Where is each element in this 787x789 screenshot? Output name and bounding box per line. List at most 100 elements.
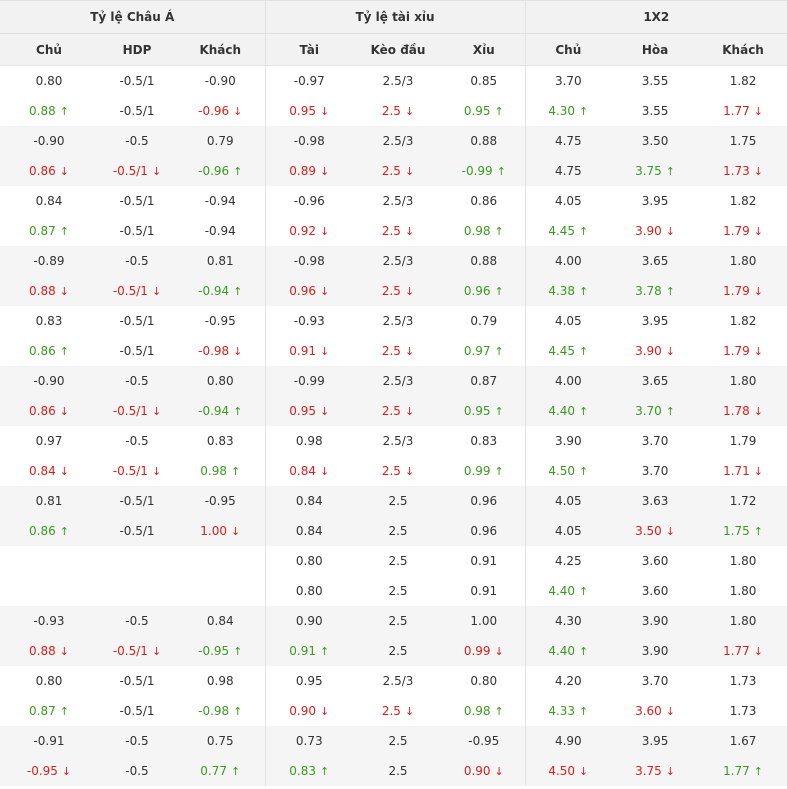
odds-cell: 3.90 ↓ bbox=[611, 336, 699, 366]
arrow-down-icon: ↓ bbox=[404, 405, 415, 418]
odds-value: 2.5 bbox=[388, 584, 408, 598]
odds-cell: 0.95 ↑ bbox=[443, 96, 526, 126]
odds-cell: 2.5/3 bbox=[353, 246, 444, 276]
col-hdp: HDP bbox=[98, 33, 176, 66]
odds-value: 0.84 bbox=[206, 614, 234, 628]
odds-value: 0.96 bbox=[470, 494, 498, 508]
odds-value: 3.65 bbox=[641, 374, 669, 388]
odds-cell: 0.85 bbox=[443, 65, 526, 96]
odds-value: 0.95 bbox=[295, 674, 323, 688]
odds-row-current: 0.80 2.5 0.91 4.40 ↑ 3.60 1.80 bbox=[0, 576, 787, 606]
odds-value: 4.40 bbox=[548, 404, 576, 418]
arrow-down-icon: ↓ bbox=[231, 525, 241, 538]
odds-cell: 0.98 bbox=[176, 666, 266, 696]
arrow-up-icon: ↑ bbox=[579, 345, 589, 358]
arrow-down-icon: ↓ bbox=[579, 765, 589, 778]
odds-cell bbox=[98, 546, 176, 576]
odds-value: 1.77 bbox=[723, 644, 750, 658]
odds-cell: 3.60 ↓ bbox=[611, 696, 699, 726]
odds-value: 1.80 bbox=[729, 374, 757, 388]
odds-value: -0.99 bbox=[293, 374, 325, 388]
odds-value: -0.5/1 bbox=[119, 194, 155, 208]
arrow-up-icon: ↑ bbox=[320, 765, 330, 778]
odds-cell: 4.40 ↑ bbox=[525, 396, 612, 426]
arrow-down-icon: ↓ bbox=[753, 105, 764, 118]
odds-value: -0.96 bbox=[198, 164, 230, 178]
arrow-up-icon: ↑ bbox=[233, 165, 243, 178]
arrow-up-icon: ↑ bbox=[59, 105, 69, 118]
arrow-up-icon: ↑ bbox=[231, 465, 241, 478]
arrow-down-icon: ↓ bbox=[665, 225, 676, 238]
odds-value: -0.96 bbox=[293, 194, 325, 208]
odds-cell: 1.67 bbox=[699, 726, 787, 756]
odds-cell: 2.5 bbox=[353, 756, 444, 786]
odds-cell: 1.80 bbox=[699, 576, 787, 606]
odds-cell: 0.84 ↓ bbox=[0, 456, 98, 486]
odds-value: 0.99 bbox=[463, 644, 491, 658]
odds-cell: 3.55 bbox=[611, 96, 699, 126]
odds-value: -0.5/1 bbox=[119, 344, 155, 358]
odds-cell: 0.96 ↑ bbox=[443, 276, 526, 306]
arrow-down-icon: ↓ bbox=[753, 345, 764, 358]
odds-value: 4.75 bbox=[554, 134, 582, 148]
arrow-up-icon: ↑ bbox=[233, 645, 243, 658]
odds-cell: -0.94 ↑ bbox=[176, 396, 266, 426]
odds-row-current: 0.88 ↓ -0.5/1 ↓ -0.95 ↑ 0.91 ↑ 2.5 0.99 ↓ 4.40 ↑ 3.90… bbox=[0, 636, 787, 666]
odds-value: 2.5/3 bbox=[382, 374, 414, 388]
odds-cell: 1.79 ↓ bbox=[699, 276, 787, 306]
arrow-up-icon: ↑ bbox=[494, 285, 504, 298]
odds-value: 4.75 bbox=[554, 164, 582, 178]
odds-cell: 0.80 bbox=[265, 576, 353, 606]
odds-value: 0.97 bbox=[35, 434, 63, 448]
odds-cell: 0.84 bbox=[265, 486, 354, 516]
odds-value: 0.88 bbox=[470, 254, 498, 268]
odds-value: 1.67 bbox=[729, 734, 757, 748]
arrow-up-icon: ↑ bbox=[59, 225, 69, 238]
odds-cell: 0.86 ↓ bbox=[0, 156, 98, 186]
odds-value: 3.50 bbox=[641, 134, 669, 148]
arrow-down-icon: ↓ bbox=[404, 465, 415, 478]
odds-cell: 0.83 ↑ bbox=[265, 756, 354, 786]
odds-cell: -0.5/1 bbox=[98, 306, 176, 336]
odds-value: 0.95 bbox=[289, 104, 317, 118]
odds-cell: 0.91 ↑ bbox=[265, 636, 354, 666]
odds-value: 0.88 bbox=[29, 104, 56, 118]
odds-cell: 0.88 ↓ bbox=[0, 636, 98, 666]
odds-cell: -0.99 ↑ bbox=[443, 156, 526, 186]
odds-cell: 2.5 ↓ bbox=[353, 276, 444, 306]
odds-value: -0.90 bbox=[33, 374, 65, 388]
arrow-up-icon: ↑ bbox=[579, 405, 589, 418]
odds-value: 2.5 bbox=[388, 614, 408, 628]
odds-cell: 3.70 bbox=[525, 66, 611, 97]
odds-value: -0.5/1 bbox=[112, 464, 148, 478]
arrow-down-icon: ↓ bbox=[151, 165, 162, 178]
arrow-down-icon: ↓ bbox=[151, 285, 162, 298]
odds-cell: 1.00 bbox=[443, 606, 526, 636]
odds-cell: 4.38 ↑ bbox=[525, 276, 612, 306]
odds-value: 3.50 bbox=[635, 524, 662, 538]
odds-value: 2.5/3 bbox=[382, 134, 414, 148]
odds-value: 3.60 bbox=[641, 554, 669, 568]
odds-cell: 0.79 bbox=[443, 306, 526, 336]
odds-cell: 0.99 ↓ bbox=[443, 636, 526, 666]
odds-value: 0.96 bbox=[470, 524, 498, 538]
odds-value: 0.90 bbox=[463, 764, 491, 778]
odds-value: 2.5 bbox=[388, 644, 408, 658]
odds-value: 0.84 bbox=[35, 194, 63, 208]
odds-cell: 2.5 bbox=[353, 516, 444, 546]
odds-cell: -0.98 bbox=[265, 126, 354, 156]
odds-value: -0.99 bbox=[461, 164, 493, 178]
odds-cell: 4.30 bbox=[525, 606, 612, 636]
odds-cell: -0.95 ↓ bbox=[0, 756, 98, 786]
odds-cell: 2.5 ↓ bbox=[353, 216, 443, 246]
odds-cell: 2.5 bbox=[353, 486, 444, 516]
odds-value: 4.40 bbox=[548, 584, 576, 598]
odds-value: -0.5 bbox=[125, 254, 149, 268]
odds-cell: 0.95 ↓ bbox=[265, 396, 354, 426]
odds-cell: 3.90 bbox=[611, 606, 700, 636]
odds-value: 0.98 bbox=[295, 434, 323, 448]
odds-cell: 1.77 ↑ bbox=[699, 756, 787, 786]
odds-row-opening: -0.93 -0.5 0.84 0.90 2.5 1.00 4.30 3.90 1.80 bbox=[0, 606, 787, 636]
odds-cell: -0.5 bbox=[98, 246, 176, 276]
odds-value: 0.80 bbox=[35, 674, 63, 688]
